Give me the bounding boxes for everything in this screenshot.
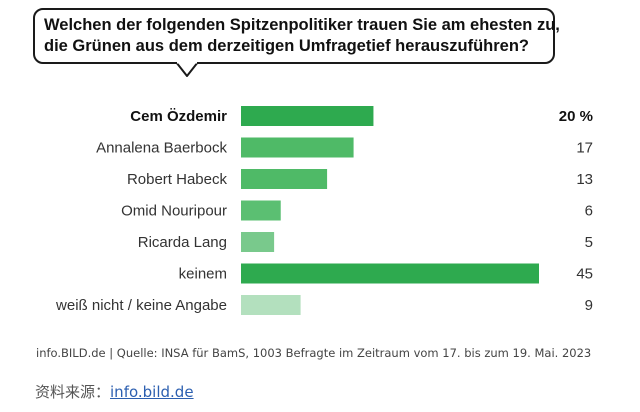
value-label: 6 [585, 203, 593, 220]
bar [241, 295, 301, 315]
category-label: Robert Habeck [127, 171, 228, 188]
value-label: 17 [576, 140, 593, 157]
source-note: info.BILD.de | Quelle: INSA für BamS, 10… [36, 346, 592, 360]
value-label: 45 [576, 266, 593, 283]
category-label: keinem [179, 266, 227, 283]
caption-prefix: 资料来源： [35, 383, 111, 401]
category-label: Omid Nouripour [121, 203, 227, 220]
question-line-1: Welchen der folgenden Spitzenpolitiker t… [44, 16, 560, 34]
question-text: Welchen der folgenden Spitzenpolitiker t… [44, 15, 560, 57]
category-label: Cem Özdemir [130, 108, 227, 125]
category-label: weiß nicht / keine Angabe [55, 297, 227, 314]
value-label: 9 [585, 297, 593, 314]
category-label: Ricarda Lang [138, 234, 227, 251]
value-label: 20 % [559, 108, 593, 125]
bar [241, 263, 539, 284]
bar [241, 200, 281, 221]
bar [241, 169, 328, 189]
bar [241, 106, 374, 126]
question-line-2: die Grünen aus dem derzeitigen Umfrageti… [44, 37, 530, 55]
value-label: 5 [585, 234, 593, 251]
caption: 资料来源：info.bild.de [35, 381, 194, 402]
bar [241, 232, 275, 252]
bar-chart: Cem Özdemir 20 % Annalena Baerbock 17 Robert… [55, 106, 593, 315]
category-label: Annalena Baerbock [96, 140, 227, 157]
speech-bubble-tail [176, 62, 199, 77]
question-bubble: Welchen der folgenden Spitzenpolitiker t… [33, 8, 560, 64]
value-label: 13 [576, 171, 593, 188]
bar [241, 137, 354, 158]
source-link[interactable]: info.bild.de [110, 383, 194, 401]
